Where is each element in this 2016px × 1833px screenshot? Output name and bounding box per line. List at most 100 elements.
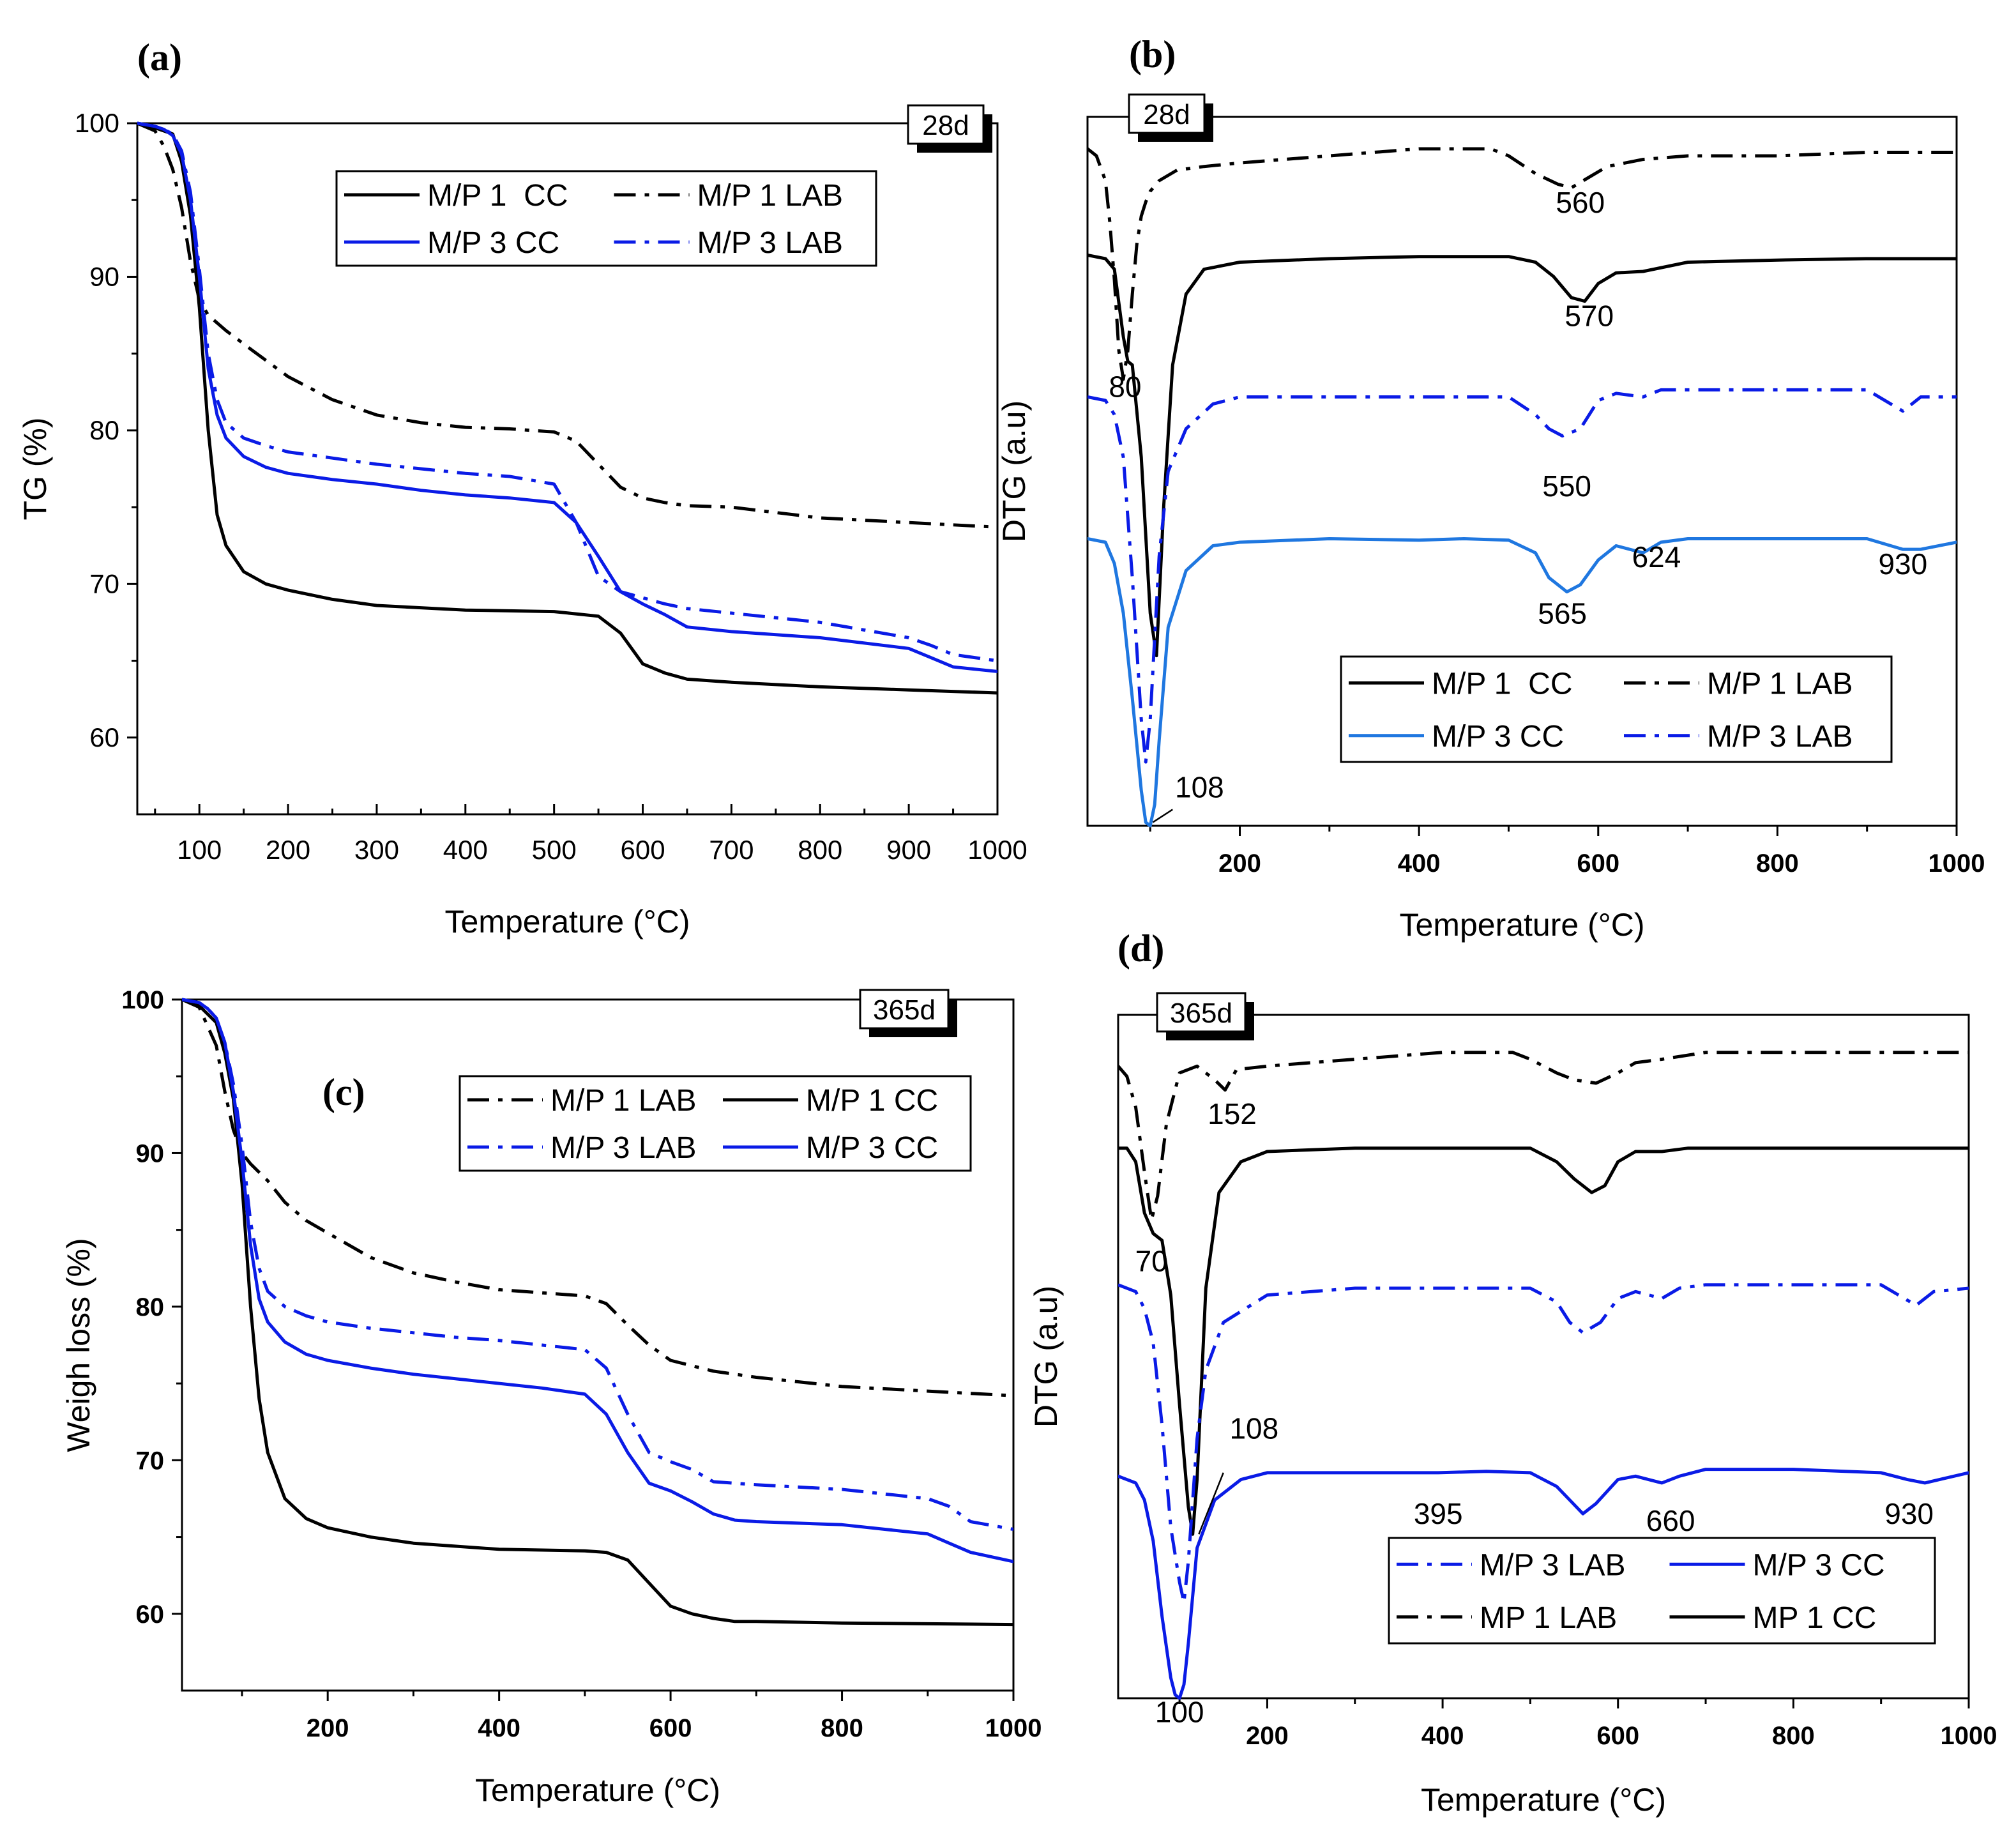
x-axis-label: Temperature (°C) xyxy=(1400,907,1645,943)
y-tick-label: 100 xyxy=(75,108,119,138)
panel-label: (c) xyxy=(322,1071,365,1113)
legend-box xyxy=(459,1075,972,1172)
x-tick-label: 1000 xyxy=(985,1714,1042,1742)
legend-label: M/P 3 LAB xyxy=(550,1131,697,1165)
legend-label: M/P 3 LAB xyxy=(1707,720,1853,754)
annotation-label: 395 xyxy=(1414,1497,1463,1530)
plot-frame xyxy=(1086,116,1958,827)
annotation-label: 70 xyxy=(1135,1244,1168,1277)
y-tick-label: 70 xyxy=(89,568,119,598)
legend-label: M/P 3 CC xyxy=(1432,720,1564,754)
annotation-label: 152 xyxy=(1208,1097,1257,1130)
tag-label: 365d xyxy=(1170,998,1232,1029)
series-line-2 xyxy=(1118,1468,1969,1700)
series-line-1 xyxy=(137,121,997,529)
annotation-leader xyxy=(1198,1472,1224,1535)
y-tick-label: 80 xyxy=(89,415,119,445)
x-tick-label: 1000 xyxy=(1929,849,1985,878)
y-axis-label: DTG (a.u) xyxy=(1028,1286,1064,1427)
series-group xyxy=(182,998,1013,1627)
annotation-label: 80 xyxy=(1109,370,1141,403)
x-tick-label: 400 xyxy=(1398,849,1441,878)
y-tick-label: 60 xyxy=(89,722,119,752)
x-tick-label: 1000 xyxy=(967,835,1027,865)
panel-label: (b) xyxy=(1129,33,1176,75)
legend-label: M/P 1 CC xyxy=(806,1084,938,1118)
annotation-label: 108 xyxy=(1229,1411,1278,1445)
legend-label: MP 1 CC xyxy=(1753,1601,1877,1635)
x-tick-label: 100 xyxy=(177,835,222,865)
x-tick-label: 800 xyxy=(798,835,842,865)
series-group xyxy=(1088,147,1957,828)
series-line-3 xyxy=(137,121,997,663)
legend-label: M/P 3 CC xyxy=(427,226,559,260)
x-tick-label: 200 xyxy=(1218,849,1261,878)
tag-label: 365d xyxy=(873,994,936,1026)
series-line-1 xyxy=(1088,147,1957,381)
plot-frame xyxy=(1117,1014,1970,1700)
x-tick-label: 400 xyxy=(443,835,488,865)
panel-d: (d) 200 400 600 800 1000 Temperature (°C) DTG (… xyxy=(1028,927,1997,1818)
series-line-1 xyxy=(182,998,1013,1397)
x-axis-label: Temperature (°C) xyxy=(1421,1782,1666,1818)
plot-frame xyxy=(181,998,1015,1692)
panel-b: (b) 200 400 600 800 1000 Temperature (°C) DTG (… xyxy=(996,33,1985,943)
annotation-label: 570 xyxy=(1565,299,1614,332)
series-line-3 xyxy=(182,998,1013,1531)
y-axis-label: TG (%) xyxy=(17,417,53,520)
legend-label: M/P 1 LAB xyxy=(1707,667,1853,701)
series-line-1 xyxy=(1118,1051,1969,1222)
legend-label: M/P 1 LAB xyxy=(697,179,844,213)
series-line-0 xyxy=(1118,1146,1969,1536)
tag-label: 28d xyxy=(1143,99,1190,130)
x-tick-label: 400 xyxy=(1421,1722,1464,1750)
legend-box xyxy=(1340,655,1893,763)
y-tick-label: 80 xyxy=(136,1293,165,1321)
annotation-label: 930 xyxy=(1878,547,1927,581)
legend-label: M/P 3 CC xyxy=(1753,1548,1885,1582)
y-tick-label: 70 xyxy=(136,1447,165,1475)
x-tick-label: 800 xyxy=(821,1714,863,1742)
legend-box xyxy=(1388,1537,1936,1645)
series-line-0 xyxy=(1088,253,1957,658)
plot-frame xyxy=(136,122,999,816)
annotation-label: 930 xyxy=(1884,1497,1934,1530)
legend-label: M/P 3 LAB xyxy=(697,226,844,260)
y-tick-label: 90 xyxy=(136,1139,165,1167)
x-tick-label: 600 xyxy=(649,1714,692,1742)
x-tick-label: 900 xyxy=(886,835,931,865)
annotation-label: 624 xyxy=(1632,540,1681,574)
panel-a: (a) 100 200 300 400 500 600 700 800 900 1000 60 70 80… xyxy=(17,36,1027,939)
legend-box xyxy=(335,170,877,267)
x-tick-label: 800 xyxy=(1772,1722,1815,1750)
tag-box xyxy=(1128,93,1206,134)
x-axis-label: Temperature (°C) xyxy=(445,904,690,939)
annotation-label: 560 xyxy=(1556,186,1605,219)
legend-label: M/P 1 CC xyxy=(1432,667,1573,701)
annotation-label: 108 xyxy=(1175,771,1224,804)
legend-label: MP 1 LAB xyxy=(1480,1601,1617,1635)
x-tick-label: 500 xyxy=(532,835,577,865)
x-tick-label: 800 xyxy=(1756,849,1799,878)
annotation-label: 660 xyxy=(1646,1504,1695,1537)
x-tick-label: 400 xyxy=(478,1714,520,1742)
legend-label: M/P 1 CC xyxy=(427,179,568,213)
x-tick-label: 700 xyxy=(709,835,754,865)
y-axis-label: Weigh loss (%) xyxy=(61,1238,96,1452)
annotation-leader xyxy=(1152,809,1173,823)
y-tick-label: 60 xyxy=(136,1601,165,1629)
panel-c: (c) 200 400 600 800 1000 60 70 80 90 100 Temperatur… xyxy=(61,986,1042,1808)
x-axis-label: Temperature (°C) xyxy=(475,1772,720,1808)
panel-label: (d) xyxy=(1118,927,1164,970)
x-tick-label: 600 xyxy=(620,835,665,865)
annotation-label: 100 xyxy=(1155,1695,1204,1728)
panel-label: (a) xyxy=(137,36,182,79)
series-line-3 xyxy=(1088,388,1957,764)
series-line-3 xyxy=(1118,1283,1969,1604)
y-tick-label: 90 xyxy=(89,261,119,291)
series-line-2 xyxy=(1088,537,1957,828)
x-tick-label: 300 xyxy=(354,835,399,865)
y-tick-label: 100 xyxy=(121,986,164,1014)
x-tick-label: 600 xyxy=(1596,1722,1639,1750)
